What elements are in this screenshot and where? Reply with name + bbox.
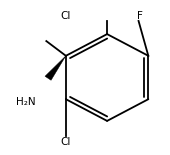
Text: F: F (137, 11, 143, 21)
Text: Cl: Cl (60, 11, 71, 21)
Text: H₂N: H₂N (16, 97, 36, 106)
Text: Cl: Cl (60, 137, 71, 147)
Polygon shape (45, 56, 66, 80)
